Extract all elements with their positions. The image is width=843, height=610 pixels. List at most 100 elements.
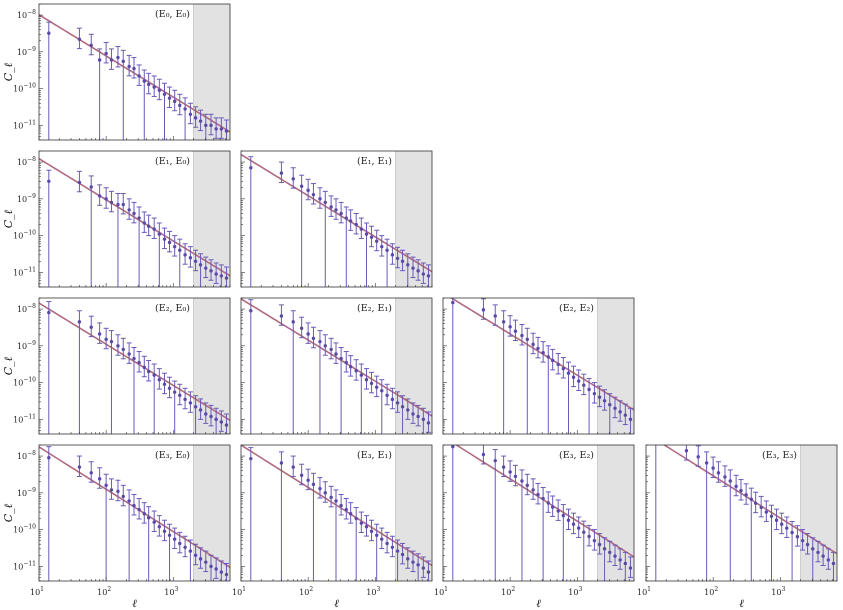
data-point — [359, 373, 364, 377]
model-curve — [39, 157, 230, 277]
model-curve — [39, 302, 230, 421]
data-point — [204, 412, 208, 416]
scale-cut-shade — [597, 298, 634, 434]
data-point — [364, 232, 369, 236]
panel-title: (E₁, E₀) — [155, 156, 190, 167]
panel-2-0: 10−11 10−10 10−9 10−8 C_ℓ (E₂, E₀) — [2, 297, 231, 435]
panel-3-2: 101 102 103 ℓ (E₃, E₂) — [434, 444, 635, 610]
axes-frame — [240, 297, 433, 435]
data-point — [193, 116, 198, 120]
data-point — [104, 197, 108, 201]
data-point — [508, 470, 512, 474]
data-point — [411, 266, 415, 270]
data-point — [172, 99, 177, 104]
data-point — [380, 389, 384, 393]
x-axis-label: ℓ — [334, 597, 339, 610]
data-point — [109, 200, 114, 205]
data-point — [411, 412, 415, 416]
data-point — [77, 320, 82, 324]
data-point — [354, 369, 358, 373]
data-point — [764, 510, 769, 514]
data-point — [121, 59, 125, 64]
data-point — [167, 386, 172, 390]
data-point — [348, 219, 353, 223]
data-point — [89, 43, 93, 48]
panel-title: (E₁, E₁) — [357, 156, 392, 167]
data-point — [157, 232, 162, 236]
data-point — [481, 308, 486, 312]
data-point — [209, 269, 213, 273]
data-point — [334, 352, 338, 356]
data-point — [162, 529, 167, 533]
data-point — [451, 445, 455, 449]
data-point — [493, 314, 497, 318]
data-point — [214, 272, 218, 276]
data-point — [47, 456, 51, 460]
scale-cut-shade — [800, 445, 837, 581]
axes-frame — [442, 444, 635, 582]
data-point — [224, 423, 229, 427]
data-point — [142, 221, 146, 225]
scale-cut-shade — [395, 445, 432, 581]
data-point — [137, 507, 141, 512]
data-point — [311, 336, 316, 341]
data-point — [152, 373, 156, 377]
scale-cut-shade — [597, 445, 634, 581]
y-tick-label: 10−8 — [17, 303, 36, 314]
data-point — [400, 259, 405, 264]
axes-frame — [38, 150, 231, 288]
data-point — [152, 227, 156, 231]
data-point — [779, 522, 784, 526]
data-point — [592, 538, 597, 543]
data-point — [406, 408, 410, 412]
data-point — [306, 332, 310, 336]
y-axis-label: C_ℓ — [2, 503, 15, 522]
data-point — [249, 309, 253, 313]
data-point — [481, 452, 486, 457]
data-point — [178, 103, 182, 108]
data-point — [426, 570, 431, 574]
x-axis-label: ℓ — [536, 597, 541, 610]
x-tick-label: 103 — [366, 586, 380, 597]
axes-frame — [442, 297, 635, 435]
data-point — [556, 509, 560, 513]
y-tick-label: 10−9 — [17, 46, 36, 57]
data-point — [299, 473, 304, 477]
data-point — [613, 406, 617, 411]
data-point — [193, 405, 198, 409]
data-point — [525, 337, 529, 342]
data-point — [785, 526, 789, 530]
data-point — [374, 533, 379, 537]
data-point — [109, 58, 114, 62]
data-point — [329, 205, 333, 209]
data-point — [137, 216, 141, 220]
data-point — [493, 458, 497, 463]
data-point — [364, 377, 369, 382]
data-point — [395, 401, 400, 405]
data-point — [597, 542, 602, 547]
scale-cut-shade — [395, 298, 432, 434]
data-point — [198, 408, 203, 412]
data-point — [198, 263, 203, 267]
data-point — [121, 202, 125, 207]
panel-3-0: 10−11 10−10 10−9 10−8 C_ℓ 101 102 103 ℓ (E₃, E₀) — [2, 444, 231, 610]
data-point — [520, 479, 524, 483]
data-point — [628, 417, 633, 422]
panel-0-0: 10−11 10−10 10−9 10−8 C_ℓ (E₀, E₀) — [2, 3, 231, 141]
panel-1-0: 10−11 10−10 10−9 10−8 C_ℓ (E₁, E₀) — [2, 150, 231, 288]
x-axis-label: ℓ — [739, 597, 744, 610]
data-point — [774, 518, 779, 522]
data-point — [172, 390, 177, 394]
data-point — [400, 405, 405, 409]
data-point — [723, 475, 727, 479]
data-point — [369, 529, 374, 533]
data-point — [299, 326, 304, 330]
data-point — [47, 179, 51, 183]
y-axis-label: C_ℓ — [2, 62, 15, 81]
data-point — [369, 381, 374, 386]
data-point — [318, 486, 322, 491]
data-point — [137, 74, 141, 78]
data-point — [89, 471, 93, 475]
data-point — [121, 347, 125, 352]
data-point — [566, 371, 571, 375]
